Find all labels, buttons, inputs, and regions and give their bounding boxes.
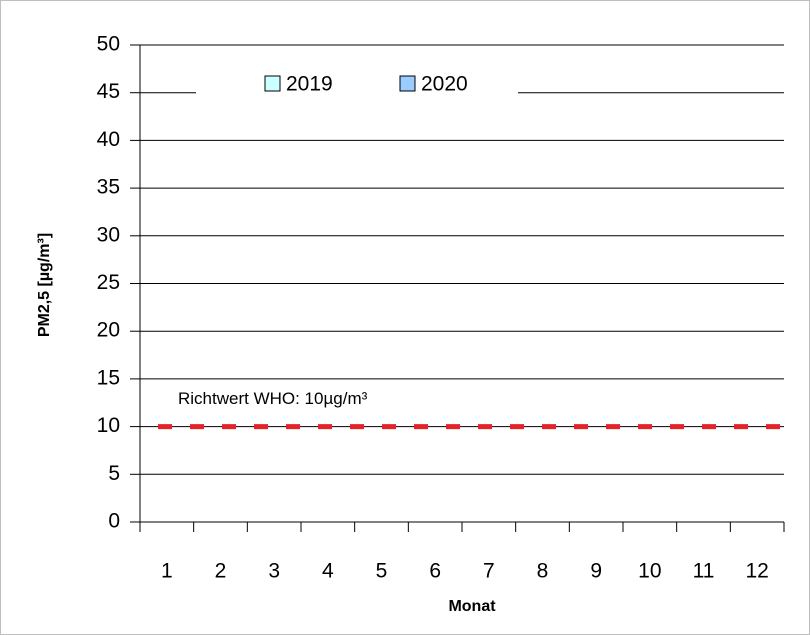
y-tick-label: 40 [97,128,120,151]
legend-marker [399,75,416,92]
x-tick-label: 4 [322,560,334,583]
y-tick-label: 35 [97,176,120,199]
legend-marker [264,75,281,92]
reference-label: Richtwert WHO: 10µg/m³ [178,389,368,408]
x-tick-label: 8 [537,560,549,583]
y-tick-label: 10 [97,414,120,437]
legend-label: 2019 [286,73,333,96]
x-tick-label: 11 [693,560,715,583]
y-tick-label: 0 [108,510,120,533]
y-tick-label: 5 [108,462,120,485]
x-tick-label: 6 [429,560,441,583]
y-tick-label: 25 [97,271,120,294]
x-tick-label: 7 [483,560,495,583]
x-tick-label: 2 [215,560,227,583]
x-tick-label: 1 [161,560,173,583]
legend-label: 2020 [421,73,468,96]
y-tick-label: 15 [97,366,120,389]
x-tick-label: 9 [590,560,602,583]
y-tick-label: 50 [97,33,120,56]
x-tick-label: 10 [638,560,661,583]
y-tick-label: 30 [97,223,120,246]
x-tick-label: 12 [745,560,768,583]
y-axis-title: PM2,5 [µg/m³] [36,233,53,337]
x-tick-label: 5 [376,560,388,583]
y-tick-label: 20 [97,319,120,342]
y-tick-label: 45 [97,80,120,103]
x-axis-title: Monat [448,598,496,615]
legend-background [196,68,518,102]
x-tick-label: 3 [268,560,280,583]
